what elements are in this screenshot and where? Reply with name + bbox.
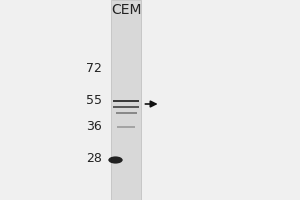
Bar [111,0,141,200]
Text: CEM: CEM [111,3,141,17]
Text: 36: 36 [86,120,102,134]
Ellipse shape [108,156,123,164]
Bar [113,100,139,102]
Bar [113,106,139,108]
Bar [117,126,135,128]
Bar [116,112,136,114]
Text: 28: 28 [86,153,102,166]
Text: 55: 55 [86,95,102,108]
Text: 72: 72 [86,62,102,75]
